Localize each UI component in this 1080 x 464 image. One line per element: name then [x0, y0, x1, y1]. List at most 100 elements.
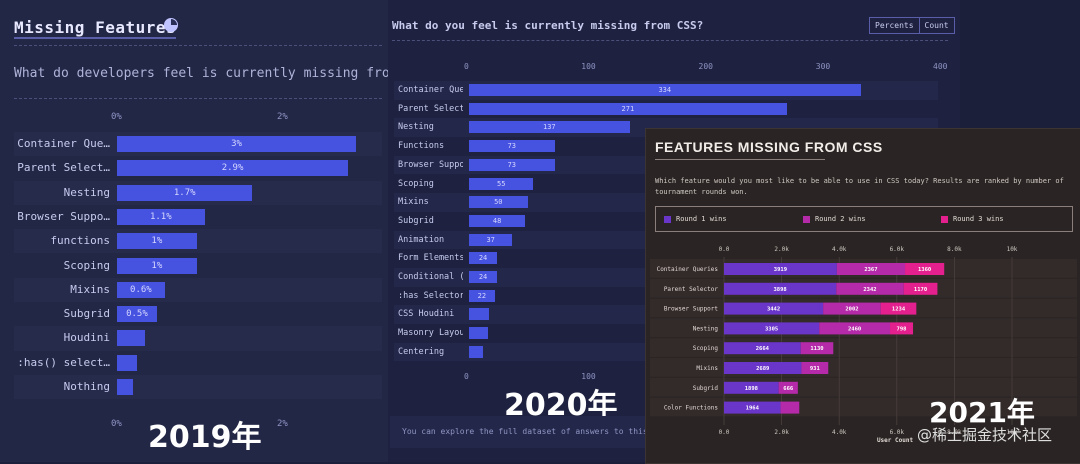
bar: [117, 354, 137, 371]
bar-value-label: 2342: [863, 287, 876, 293]
bar-category-label: functions: [50, 234, 110, 248]
bar-category-label: Mixins: [696, 365, 718, 372]
percents-button[interactable]: Percents: [870, 18, 920, 33]
legend-item-round-3[interactable]: Round 3 wins: [941, 215, 1004, 223]
bar: 137: [469, 121, 630, 134]
bar-category-label: Container Que…: [17, 137, 110, 150]
legend-item-round-2[interactable]: Round 2 wins: [803, 215, 866, 223]
bar-category-label: Conditional (…: [398, 272, 463, 282]
bar-segment: [724, 302, 824, 315]
bar-category-label: Mixins: [70, 282, 110, 296]
bar-segment: [903, 282, 938, 295]
bar-category-label: Subgrid: [63, 307, 110, 321]
bar: [469, 308, 489, 321]
bar-segment: [724, 362, 802, 374]
panel-2021-title: FEATURES MISSING FROM CSS: [655, 139, 883, 155]
bar-segment: [724, 381, 779, 394]
bar-value-label: 1964: [746, 406, 760, 412]
bar-segment: [890, 322, 914, 335]
bar-value-label: 666: [783, 386, 794, 392]
bar: 0.5%: [117, 306, 157, 323]
bar-segment: [836, 263, 906, 275]
panel-2020-footer: You can explore the full dataset of answ…: [390, 416, 662, 448]
row-band: [14, 277, 382, 303]
legend-item-round-1[interactable]: Round 1 wins: [664, 215, 727, 223]
bar: 1.1%: [117, 208, 205, 225]
bar-value-label: 1170: [914, 287, 927, 293]
x-tick-label: 0: [464, 62, 469, 71]
bar-category-label: Functions: [398, 141, 445, 152]
bar-category-label: :has() select…: [17, 355, 110, 369]
year-label-2019: 2019年: [148, 420, 262, 455]
bar: 22: [469, 289, 495, 302]
x-tick-label: 400: [933, 62, 948, 71]
bar-value-label: 2367: [864, 267, 877, 273]
row-band: [14, 375, 382, 400]
x-tick-label: 0%: [111, 419, 122, 429]
x-tick-label: 2%: [277, 112, 288, 122]
bar-category-label: Form Elements…: [398, 253, 463, 264]
bar-value-label: 3305: [765, 326, 778, 332]
bar-category-label: Container Queries: [657, 266, 719, 273]
bar: 1%: [117, 233, 197, 250]
bar-value-label: 2460: [848, 326, 861, 332]
bar: [469, 345, 484, 358]
bar: 55: [469, 177, 534, 190]
bar-value-label: 2689: [756, 366, 769, 372]
bar-category-label: Mixins: [398, 197, 429, 208]
bar-value-label: 1234: [892, 307, 906, 313]
bar-category-label: Subgrid: [693, 385, 719, 392]
bar-value-label: 3898: [774, 287, 787, 293]
bar: 24: [469, 252, 498, 265]
bar: 1%: [117, 257, 197, 274]
bar: 1.7%: [117, 184, 253, 201]
bar: 2.9%: [117, 160, 349, 177]
bar-category-label: Nothing: [63, 380, 110, 393]
chart-2021: 0.0 0.0 2.0k 2.0k 4.0k 4.0k 6.0k 6.0k 8.0k 8.0k 10…: [650, 246, 1077, 444]
x-tick-label: 6.0k: [890, 246, 905, 253]
panel-2019-title: Missing Features: [14, 18, 177, 39]
bar-value-label: 3442: [767, 307, 780, 313]
bar-segment: [778, 381, 798, 394]
bar-category-label: Browser Suppo…: [398, 159, 463, 170]
bar: 0.6%: [117, 281, 165, 298]
pie-chart-icon[interactable]: [164, 18, 178, 32]
bar-segment: [780, 401, 800, 414]
bar-category-label: Browser Suppo…: [17, 209, 110, 223]
x-tick-label: 2.0k: [774, 246, 789, 253]
bar-category-label: Parent Selector: [398, 103, 463, 114]
x-tick-label: 10k: [1007, 246, 1018, 253]
count-button[interactable]: Count: [924, 21, 949, 30]
bar-segment: [819, 322, 891, 335]
legend: Round 1 wins Round 2 wins Round 3 wins: [655, 206, 1073, 232]
bar-category-label: Nesting: [398, 122, 434, 133]
bar-segment: [800, 342, 834, 355]
bar-category-label: CSS Houdini: [398, 309, 455, 320]
bar: [117, 379, 133, 395]
bar-value-label: 2664: [756, 346, 770, 352]
bar-category-label: Animation: [398, 234, 445, 245]
bar-category-label: Parent Selector: [664, 286, 719, 293]
bar: 37: [469, 233, 513, 246]
bar-segment: [905, 263, 945, 275]
bar-value-label: 3919: [774, 267, 787, 273]
watermark: @稀土掘金技术社区: [917, 426, 1053, 444]
bar-segment: [724, 263, 837, 275]
x-tick-label: 2.0k: [774, 429, 789, 436]
legend-swatch: [941, 215, 948, 223]
panel-2020: What do you feel is currently missing fr…: [388, 0, 955, 462]
x-tick-label: 0.0: [719, 429, 730, 436]
bar-value-label: 798: [897, 326, 907, 332]
bar: 271: [469, 102, 787, 115]
bar-category-label: Scoping: [398, 178, 434, 189]
bar-segment: [836, 282, 904, 295]
bar-category-label: Container Que…: [398, 85, 463, 95]
x-tick-label: 200: [698, 62, 713, 71]
bar-category-label: Houdini: [63, 331, 110, 345]
bar-value-label: 1360: [918, 267, 931, 273]
bar-category-label: Subgrid: [398, 215, 434, 226]
bar: [469, 327, 488, 340]
bar: 73: [469, 140, 555, 153]
bar-segment: [801, 362, 829, 374]
bar: 334: [469, 84, 861, 96]
